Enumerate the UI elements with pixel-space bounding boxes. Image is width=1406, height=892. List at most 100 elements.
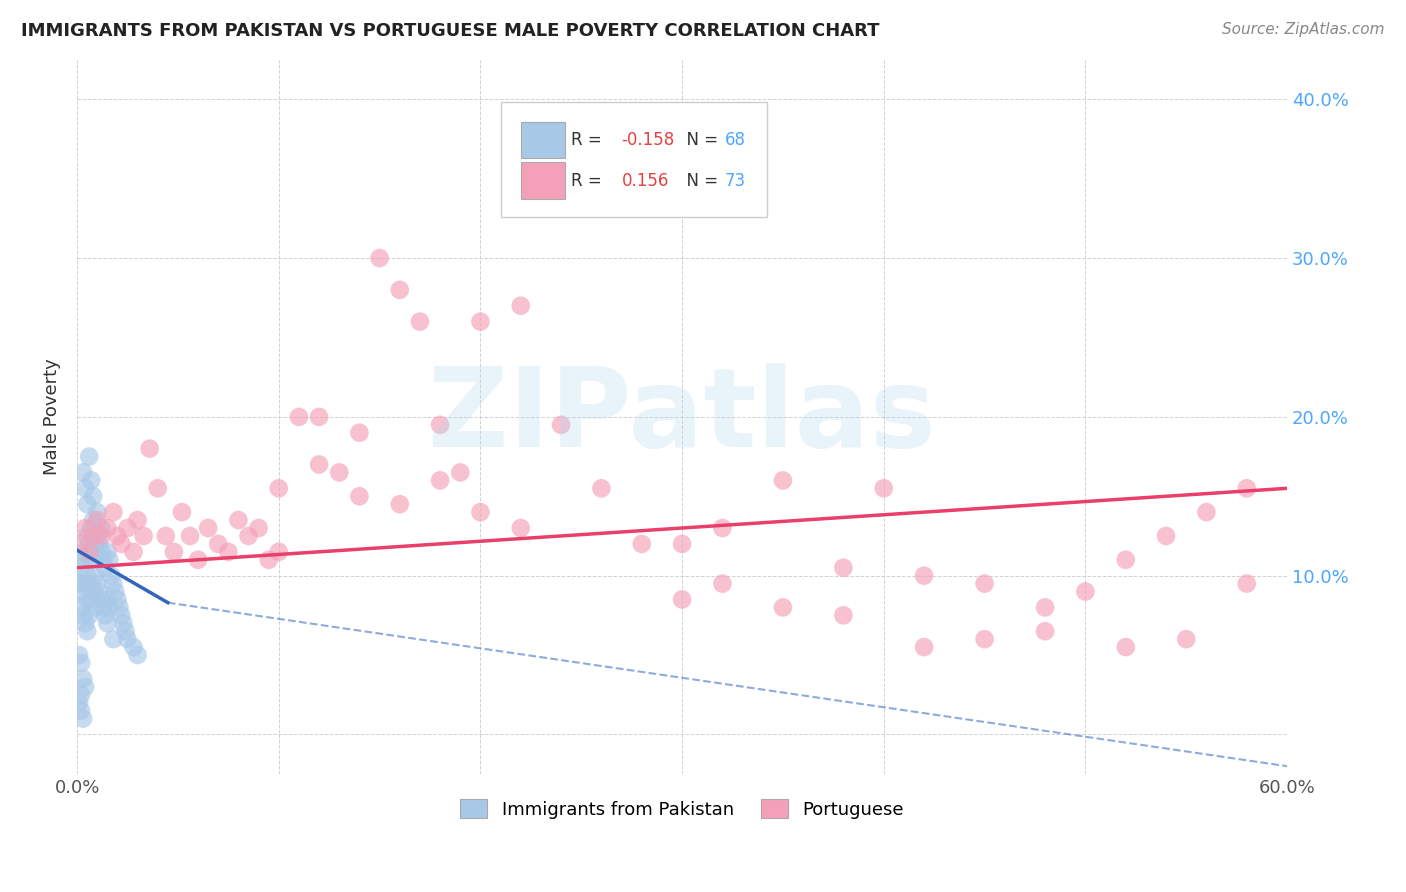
Point	[75, 481, 97, 495]
Point	[122, 545, 145, 559]
Point	[127, 513, 149, 527]
Point	[127, 648, 149, 662]
Point	[104, 584, 127, 599]
Point	[84, 537, 107, 551]
Text: 0.156: 0.156	[621, 172, 669, 190]
Point	[110, 537, 132, 551]
Point	[1074, 584, 1097, 599]
Point	[114, 624, 136, 639]
Point	[76, 624, 98, 639]
Point	[72, 608, 94, 623]
Y-axis label: Male Poverty: Male Poverty	[44, 359, 60, 475]
Point	[349, 489, 371, 503]
Point	[170, 505, 193, 519]
Point	[82, 489, 104, 503]
Point	[630, 537, 652, 551]
FancyBboxPatch shape	[522, 162, 565, 199]
Point	[90, 545, 112, 559]
Point	[197, 521, 219, 535]
Point	[86, 505, 108, 519]
Point	[449, 466, 471, 480]
Point	[772, 600, 794, 615]
FancyBboxPatch shape	[501, 103, 766, 217]
Point	[77, 450, 100, 464]
Point	[86, 576, 108, 591]
Point	[138, 442, 160, 456]
Point	[1033, 600, 1056, 615]
Point	[91, 553, 114, 567]
Point	[509, 521, 531, 535]
Point	[247, 521, 270, 535]
Point	[349, 425, 371, 440]
Point	[832, 560, 855, 574]
Point	[67, 576, 90, 591]
Point	[96, 616, 118, 631]
Point	[110, 608, 132, 623]
Point	[308, 409, 330, 424]
Point	[772, 474, 794, 488]
Point	[72, 672, 94, 686]
Text: -0.158: -0.158	[621, 131, 675, 149]
Point	[187, 553, 209, 567]
Point	[429, 417, 451, 432]
Point	[912, 568, 935, 582]
Point	[550, 417, 572, 432]
Point	[82, 545, 104, 559]
Point	[84, 568, 107, 582]
Point	[117, 521, 139, 535]
Point	[90, 592, 112, 607]
Point	[238, 529, 260, 543]
Point	[108, 600, 131, 615]
Point	[76, 592, 98, 607]
Point	[77, 608, 100, 623]
Point	[288, 409, 311, 424]
Point	[72, 466, 94, 480]
Point	[72, 712, 94, 726]
Point	[89, 584, 111, 599]
Point	[72, 584, 94, 599]
Point	[1115, 553, 1137, 567]
Text: N =: N =	[676, 172, 724, 190]
Point	[100, 568, 122, 582]
Point	[80, 592, 103, 607]
Point	[257, 553, 280, 567]
Point	[75, 521, 97, 535]
Point	[470, 505, 492, 519]
Point	[973, 632, 995, 647]
Point	[328, 466, 350, 480]
Point	[72, 545, 94, 559]
Point	[912, 640, 935, 654]
Point	[84, 600, 107, 615]
Point	[70, 600, 93, 615]
Point	[80, 521, 103, 535]
Point	[98, 553, 121, 567]
Point	[96, 521, 118, 535]
Point	[873, 481, 896, 495]
Point	[368, 251, 391, 265]
Point	[70, 560, 93, 574]
Point	[70, 656, 93, 670]
Point	[67, 648, 90, 662]
Point	[107, 592, 129, 607]
Text: N =: N =	[676, 131, 724, 149]
Point	[267, 481, 290, 495]
Point	[409, 315, 432, 329]
Point	[76, 568, 98, 582]
Point	[107, 529, 129, 543]
Point	[179, 529, 201, 543]
Point	[103, 632, 125, 647]
Point	[77, 576, 100, 591]
Point	[86, 529, 108, 543]
Point	[82, 584, 104, 599]
Point	[112, 616, 135, 631]
Point	[75, 553, 97, 567]
Point	[70, 688, 93, 702]
Point	[96, 592, 118, 607]
Point	[207, 537, 229, 551]
Point	[75, 576, 97, 591]
Point	[509, 299, 531, 313]
Point	[267, 545, 290, 559]
Point	[591, 481, 613, 495]
Point	[91, 600, 114, 615]
Point	[77, 545, 100, 559]
